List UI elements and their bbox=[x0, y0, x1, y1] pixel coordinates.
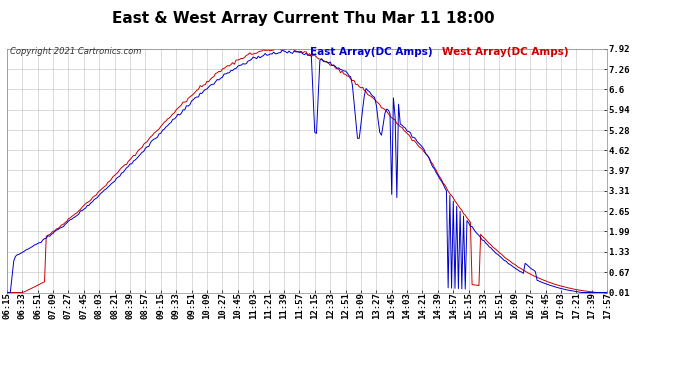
Text: East & West Array Current Thu Mar 11 18:00: East & West Array Current Thu Mar 11 18:… bbox=[112, 11, 495, 26]
Text: Copyright 2021 Cartronics.com: Copyright 2021 Cartronics.com bbox=[10, 47, 141, 56]
Text: West Array(DC Amps): West Array(DC Amps) bbox=[442, 47, 569, 57]
Text: East Array(DC Amps): East Array(DC Amps) bbox=[310, 47, 433, 57]
